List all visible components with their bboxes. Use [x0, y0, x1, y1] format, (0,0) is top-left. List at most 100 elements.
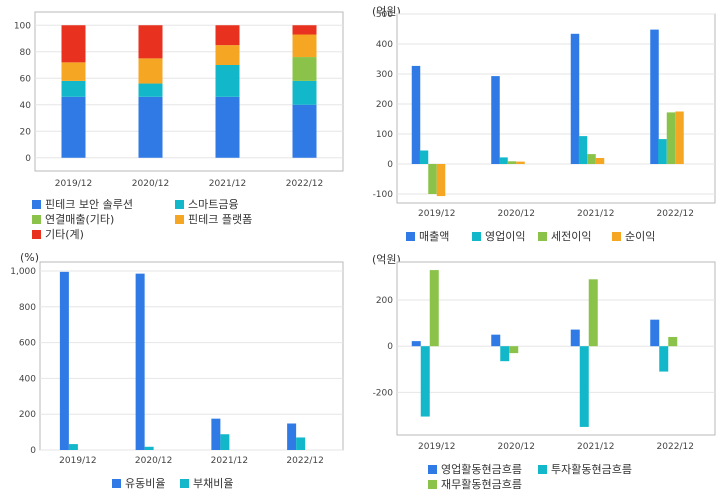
legend-item: 핀테크 보안 솔루션 — [32, 196, 133, 212]
chart-income-summary: (억원) -100 0 100 200 300 400 500 2019/12 2020/12 2… — [360, 0, 720, 250]
x-tick-label: 2021/12 — [577, 442, 614, 452]
chart-plot: 0 200 400 600 800 1,000 2019/12 2020/12 2021/12 2… — [10, 261, 344, 466]
legend-label: 핀테크 플랫폼 — [188, 213, 253, 226]
legend-item: 기타(계) — [32, 226, 84, 242]
chart-ratios: (%) 0 200 400 600 800 1,000 2019/12 2020/12 2021… — [0, 248, 350, 496]
legend-swatch — [406, 231, 415, 241]
bar — [296, 437, 306, 450]
x-tick-label: 2022/12 — [286, 456, 323, 466]
y-tick-label: 200 — [19, 410, 36, 420]
bar — [211, 418, 221, 450]
y-tick-label: 40 — [20, 101, 32, 111]
bar — [578, 136, 588, 164]
legend-swatch — [472, 231, 481, 241]
y-tick-label: 80 — [20, 48, 32, 58]
chart-unit-label: (억원) — [372, 253, 401, 266]
bar — [650, 29, 659, 164]
bar-segment — [292, 57, 317, 81]
y-tick-label: 0 — [387, 160, 393, 170]
legend-swatch — [32, 214, 41, 224]
chart-revenue-mix: 0 20 40 60 80 100 2019/12 2020/12 2021/12 2022/12… — [0, 0, 350, 250]
legend-item: 순이익 — [612, 228, 655, 244]
bar — [587, 154, 596, 164]
legend-swatch — [612, 231, 621, 241]
bar-segment — [61, 62, 86, 81]
bar-segment — [61, 80, 86, 97]
bar — [419, 150, 429, 164]
legend-item: 매출액 — [406, 228, 449, 244]
legend-label: 영업활동현금흐름 — [441, 463, 522, 476]
y-tick-label: 60 — [20, 74, 32, 84]
legend-swatch — [428, 464, 437, 474]
legend-swatch — [32, 199, 41, 209]
legend-item: 부채비율 — [180, 475, 233, 491]
bar — [491, 334, 501, 347]
x-tick-label: 2020/12 — [135, 456, 172, 466]
legend-item: 투자활동현금흐름 — [538, 461, 632, 477]
bar — [668, 336, 678, 347]
y-tick-label: 0 — [25, 154, 31, 164]
y-tick-label: 500 — [376, 10, 393, 20]
bar-segment — [292, 104, 317, 158]
bar — [659, 346, 669, 372]
legend-label: 스마트금융 — [188, 198, 239, 211]
bar — [516, 161, 525, 164]
legend-swatch — [32, 229, 41, 239]
x-tick-label: 2022/12 — [657, 209, 694, 219]
x-tick-label: 2022/12 — [286, 179, 323, 189]
legend-swatch — [538, 464, 547, 474]
bar-segment — [215, 25, 240, 46]
y-tick-label: 1,000 — [10, 267, 36, 277]
y-tick-label: 0 — [387, 342, 393, 352]
plot-frame — [39, 261, 344, 451]
bar — [570, 33, 580, 164]
bar-segment — [292, 25, 317, 35]
legend-item: 연결매출(기타) — [32, 211, 114, 227]
bar — [650, 319, 660, 347]
y-tick-label: 0 — [30, 446, 36, 456]
bar-segment — [61, 25, 86, 63]
y-tick-label: -200 — [373, 388, 394, 398]
legend-item: 유동비율 — [112, 475, 165, 491]
y-tick-label: -100 — [373, 190, 394, 200]
chart-cash-flows: (억원) -200 0 200 2019/12 2020/12 2021/12 2022/1… — [360, 248, 720, 496]
legend-swatch — [175, 214, 184, 224]
bar — [287, 423, 297, 450]
y-tick-label: 100 — [376, 130, 393, 140]
x-tick-label: 2019/12 — [418, 209, 455, 219]
legend-label: 매출액 — [419, 230, 450, 243]
bar-segment — [138, 25, 163, 59]
legend-item: 스마트금융 — [175, 196, 239, 212]
bar — [500, 346, 510, 362]
legend-item: 핀테크 플랫폼 — [175, 211, 252, 227]
bar — [666, 112, 676, 164]
x-tick-label: 2020/12 — [498, 209, 535, 219]
y-tick-label: 200 — [376, 100, 393, 110]
x-tick-label: 2019/12 — [55, 179, 92, 189]
legend-item: 재무활동현금흐름 — [428, 476, 522, 492]
y-tick-label: 400 — [376, 40, 393, 50]
chart-plot: 0 20 40 60 80 100 2019/12 2020/12 2021/12 2022/12 — [14, 11, 344, 189]
legend-swatch — [538, 231, 547, 241]
bar — [144, 446, 154, 450]
y-tick-label: 400 — [19, 374, 36, 384]
bar — [588, 279, 598, 347]
bar-segment — [61, 96, 86, 158]
legend-item: 영업이익 — [472, 228, 525, 244]
x-tick-label: 2021/12 — [209, 179, 246, 189]
plot-frame — [34, 11, 344, 172]
bar — [429, 270, 439, 347]
bar-segment — [215, 45, 240, 65]
bar-segment — [215, 65, 240, 97]
bar-segment — [138, 83, 163, 97]
legend-label: 순이익 — [625, 230, 656, 243]
x-tick-label: 2020/12 — [132, 179, 169, 189]
legend-label: 기타(계) — [45, 228, 84, 241]
bar-segment — [292, 80, 317, 105]
chart-unit-label: (억원) — [372, 5, 401, 18]
bar — [499, 157, 508, 164]
bar — [675, 111, 684, 164]
bar — [420, 346, 430, 417]
legend-label: 연결매출(기타) — [45, 213, 115, 226]
bar — [595, 158, 605, 164]
